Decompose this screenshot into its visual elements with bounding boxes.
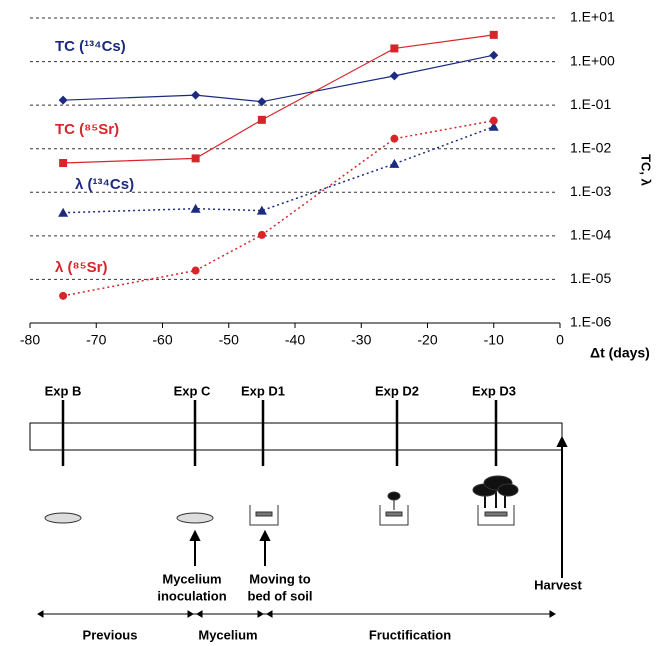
timeline: Exp B Exp C Exp D1 Exp D2 Exp D3 Myceliu…: [29, 383, 583, 642]
y-tick-label: 1.E-01: [570, 96, 611, 112]
x-tick-label: -80: [20, 332, 40, 348]
series-label: λ (⁸⁵Sr): [55, 259, 107, 276]
marker: [191, 90, 201, 100]
exp-label: Exp B: [45, 383, 82, 398]
exp-label: Exp D1: [241, 383, 285, 398]
x-tick-label: -30: [351, 332, 371, 348]
series-label: TC (⁸⁵Sr): [55, 121, 119, 138]
y-tick-label: 1.E-03: [570, 183, 611, 199]
marker: [191, 154, 200, 163]
series-line: [62, 119, 494, 297]
series-line: [63, 54, 494, 103]
series-label: TC (¹³⁴Cs): [55, 38, 126, 55]
y-axis-label: TC, λ: [639, 154, 654, 187]
marker: [489, 50, 499, 60]
marker: [390, 134, 399, 143]
x-tick-label: -60: [152, 332, 172, 348]
step-label: inoculation: [157, 588, 226, 603]
phase-label: Previous: [83, 627, 138, 642]
marker: [191, 266, 200, 275]
series-label: λ (¹³⁴Cs): [75, 176, 134, 193]
x-tick-label: -20: [417, 332, 437, 348]
marker: [257, 115, 266, 124]
marker: [58, 207, 69, 217]
y-tick-label: 1.E+01: [570, 9, 615, 25]
timeline-bar: [29, 422, 563, 451]
y-tick-label: 1.E-06: [570, 314, 611, 330]
marker: [389, 158, 400, 168]
marker: [59, 291, 68, 300]
marker: [257, 97, 267, 107]
x-tick-label: -70: [86, 332, 106, 348]
x-tick-label: 0: [556, 332, 564, 348]
y-tick-label: 1.E-04: [570, 227, 611, 243]
marker: [190, 203, 201, 213]
x-tick-label: -50: [219, 332, 239, 348]
marker: [389, 71, 399, 81]
x-tick-label: -40: [285, 332, 305, 348]
y-tick-label: 1.E-02: [570, 139, 611, 155]
step-label: Mycelium: [162, 571, 221, 586]
y-tick-label: 1.E-05: [570, 270, 611, 286]
exp-label: Exp D2: [375, 383, 419, 398]
x-tick-label: -10: [484, 332, 504, 348]
icons: [44, 475, 519, 526]
marker: [489, 116, 498, 125]
exp-label: Exp C: [174, 383, 211, 398]
marker: [58, 95, 68, 105]
x-axis-label: Δt (days): [590, 345, 650, 361]
exp-label: Exp D3: [472, 383, 516, 398]
marker: [390, 44, 399, 53]
step-label: Moving to: [249, 571, 310, 586]
phase-label: Fructification: [369, 627, 451, 642]
y-tick-label: 1.E+00: [570, 52, 615, 68]
marker: [257, 230, 266, 239]
marker: [488, 121, 499, 131]
marker: [59, 159, 68, 168]
step-label: Harvest: [534, 577, 582, 592]
series-line: [63, 126, 495, 214]
phase-label: Mycelium: [198, 627, 257, 642]
marker: [489, 30, 498, 39]
marker: [256, 205, 267, 215]
step-label: bed of soil: [248, 588, 313, 603]
